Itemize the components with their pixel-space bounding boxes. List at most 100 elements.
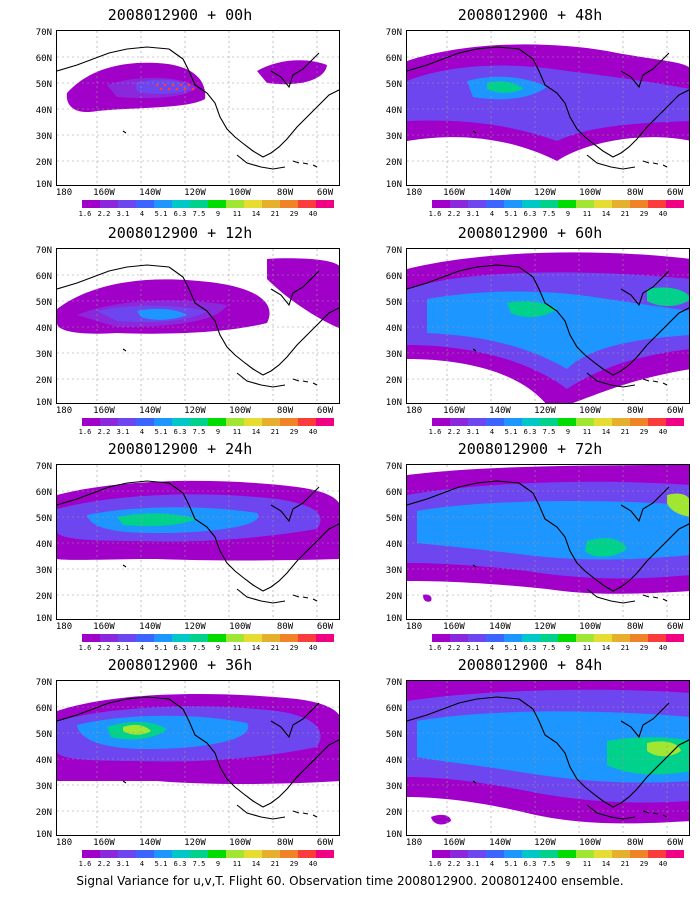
lat-label: 50N bbox=[385, 298, 402, 308]
colorbar-swatch bbox=[190, 850, 208, 858]
coastline bbox=[586, 804, 636, 820]
colorbar-swatch bbox=[594, 418, 612, 426]
colorbar-swatch bbox=[172, 634, 190, 642]
colorbar-swatch bbox=[648, 418, 666, 426]
lat-label: 50N bbox=[385, 730, 402, 740]
colorbar-label: 7.5 bbox=[192, 428, 206, 436]
lon-label: 100W bbox=[229, 188, 251, 198]
variance-contour bbox=[427, 291, 689, 369]
colorbar-label: 4 bbox=[139, 428, 145, 436]
colorbar-swatch bbox=[298, 418, 316, 426]
panel-title: 2008012900 + 00h bbox=[107, 6, 253, 24]
colorbar-swatch bbox=[118, 850, 136, 858]
lat-label: 40N bbox=[35, 540, 52, 550]
coastline bbox=[168, 48, 339, 158]
variance-contour bbox=[507, 301, 557, 318]
panel-title: 2008012900 + 48h bbox=[457, 6, 603, 24]
coastline bbox=[122, 780, 318, 818]
lat-label: 30N bbox=[35, 566, 52, 576]
colorbar-swatch bbox=[504, 634, 522, 642]
colorbar-swatch bbox=[118, 634, 136, 642]
colorbar-swatch bbox=[262, 200, 280, 208]
colorbar-label: 6.3 bbox=[173, 210, 187, 218]
lat-label: 60N bbox=[35, 54, 52, 64]
colorbar-label: 6.3 bbox=[523, 210, 537, 218]
colorbar-label: 21 bbox=[270, 428, 280, 436]
colorbar-label: 7.5 bbox=[192, 644, 206, 652]
lon-label: 180 bbox=[405, 622, 423, 632]
colorbar-swatch bbox=[316, 634, 334, 642]
colorbar-swatch bbox=[82, 200, 100, 208]
lat-label: 40N bbox=[35, 106, 52, 116]
lon-label: 160W bbox=[93, 188, 115, 198]
colorbar-label: 4 bbox=[489, 428, 495, 436]
colorbar-swatch bbox=[298, 634, 316, 642]
lon-label: 100W bbox=[229, 406, 251, 416]
colorbar-swatch bbox=[576, 850, 594, 858]
colorbar bbox=[82, 418, 334, 426]
variance-contour bbox=[423, 594, 432, 602]
colorbar-swatch bbox=[612, 418, 630, 426]
colorbar-swatch bbox=[648, 850, 666, 858]
lat-label: 20N bbox=[385, 158, 402, 168]
colorbar-label: 3.1 bbox=[466, 860, 480, 868]
map-plot bbox=[56, 464, 340, 620]
lat-label: 70N bbox=[35, 462, 52, 472]
colorbar-label: 14 bbox=[601, 644, 611, 652]
colorbar-label: 14 bbox=[251, 428, 261, 436]
colorbar-label: 4 bbox=[489, 210, 495, 218]
map-plot bbox=[406, 464, 690, 620]
lat-label: 40N bbox=[35, 324, 52, 334]
lon-label: 120W bbox=[184, 622, 206, 632]
lon-label: 120W bbox=[534, 406, 556, 416]
lat-label: 60N bbox=[385, 272, 402, 282]
colorbar-swatch bbox=[486, 850, 504, 858]
coastline bbox=[407, 46, 520, 72]
coastline bbox=[122, 348, 318, 386]
lon-label: 100W bbox=[229, 622, 251, 632]
coastline bbox=[518, 266, 689, 376]
colorbar-label: 11 bbox=[232, 210, 242, 218]
colorbar-swatch bbox=[468, 200, 486, 208]
colorbar-swatch bbox=[540, 200, 558, 208]
lon-label: 100W bbox=[579, 838, 601, 848]
colorbar-label: 5.1 bbox=[154, 428, 168, 436]
colorbar-swatch bbox=[190, 200, 208, 208]
colorbar-label: 3.1 bbox=[116, 644, 130, 652]
colorbar-label: 9 bbox=[215, 210, 221, 218]
lon-label: 160W bbox=[443, 406, 465, 416]
coastline bbox=[236, 588, 286, 604]
colorbar-label: 29 bbox=[639, 428, 649, 436]
colorbar-swatch bbox=[504, 418, 522, 426]
colorbar-swatch bbox=[82, 418, 100, 426]
variance-contour bbox=[267, 258, 339, 329]
colorbar-swatch bbox=[136, 418, 154, 426]
lon-label: 160W bbox=[443, 838, 465, 848]
colorbar-label: 9 bbox=[565, 644, 571, 652]
observation-point bbox=[191, 87, 195, 91]
lat-label: 20N bbox=[35, 376, 52, 386]
colorbar-swatch bbox=[154, 418, 172, 426]
colorbar-label: 29 bbox=[289, 644, 299, 652]
map-panel: 2008012900 + 48h 70N 60N 50N 40N 30N 20N 10N 180… bbox=[370, 0, 690, 218]
colorbar-label: 14 bbox=[601, 210, 611, 218]
colorbar-label: 7.5 bbox=[542, 210, 556, 218]
colorbar-swatch bbox=[208, 418, 226, 426]
coastline bbox=[270, 52, 320, 89]
lat-label: 10N bbox=[385, 830, 402, 840]
colorbar-swatch bbox=[226, 634, 244, 642]
observation-point bbox=[155, 83, 159, 87]
lat-label: 40N bbox=[385, 756, 402, 766]
colorbar-label: 5.1 bbox=[504, 644, 518, 652]
lat-label: 40N bbox=[385, 324, 402, 334]
lon-label: 100W bbox=[579, 622, 601, 632]
lat-label: 30N bbox=[35, 350, 52, 360]
lon-label: 80W bbox=[626, 188, 644, 198]
colorbar-label: 6.3 bbox=[173, 860, 187, 868]
variance-field-svg bbox=[57, 249, 339, 403]
lon-label: 180 bbox=[405, 838, 423, 848]
colorbar-label: 7.5 bbox=[542, 644, 556, 652]
colorbar-label: 9 bbox=[215, 428, 221, 436]
coastline bbox=[168, 482, 339, 592]
colorbar-label: 21 bbox=[270, 210, 280, 218]
